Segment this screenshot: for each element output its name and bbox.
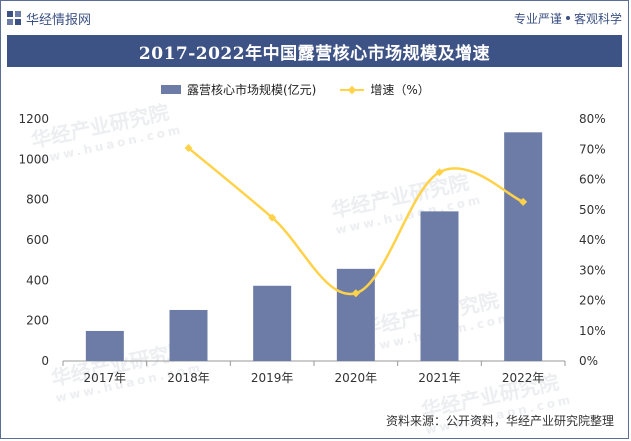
y-right-tick-label: 10% [579, 324, 606, 338]
y-axis-right: 0% 10% 20% 30% 40% 50% 60% 70% 80% [579, 112, 606, 368]
growth-point [184, 144, 193, 153]
brand-logo-icon [7, 11, 21, 25]
y-right-tick-label: 50% [579, 203, 606, 217]
legend-item-bar: 露营核心市场规模(亿元) [161, 81, 316, 98]
slogan-dot-icon [565, 16, 570, 20]
brand: 华经情报网 [7, 9, 91, 28]
x-tick-label: 2019年 [251, 371, 294, 385]
slogan-left: 专业严谨 [513, 11, 562, 26]
y-axis-left: 0 200 400 600 800 1000 1200 [18, 112, 49, 368]
top-bar: 华经情报网 专业严谨 客观科学 [7, 7, 622, 29]
y-right-tick-label: 40% [579, 233, 606, 247]
growth-points [184, 144, 528, 298]
legend-bar-label: 露营核心市场规模(亿元) [187, 83, 317, 97]
y-right-tick-label: 20% [579, 294, 606, 308]
y-right-tick-label: 0% [579, 354, 598, 368]
x-axis: 2017年 2018年 2019年 2020年 2021年 2022年 [62, 361, 566, 385]
brand-name: 华经情报网 [26, 12, 92, 28]
y-left-tick-label: 0 [41, 354, 49, 368]
y-left-tick-label: 1000 [18, 152, 49, 166]
y-left-tick-label: 200 [26, 314, 49, 328]
legend-bar-swatch-icon [161, 85, 181, 94]
bar-series [85, 132, 543, 361]
bar [420, 211, 459, 361]
legend-line-label: 增速（%） [370, 83, 430, 97]
y-right-tick-label: 30% [579, 263, 606, 277]
growth-point [351, 289, 360, 298]
bar [253, 285, 292, 361]
bar [504, 132, 543, 361]
growth-point [519, 197, 528, 206]
slogan: 专业严谨 客观科学 [514, 10, 622, 27]
growth-point [435, 168, 444, 177]
legend-line-swatch-icon [340, 85, 365, 95]
x-tick-label: 2022年 [502, 371, 545, 385]
y-left-tick-label: 800 [26, 193, 49, 207]
x-tick-label: 2017年 [84, 371, 127, 385]
legend-item-line: 增速（%） [340, 81, 430, 98]
chart-title-bar: 2017-2022年中国露营核心市场规模及增速 [7, 35, 622, 67]
bar [169, 309, 208, 361]
x-tick-label: 2020年 [335, 371, 378, 385]
y-left-tick-label: 600 [26, 233, 49, 247]
slogan-right: 客观科学 [573, 11, 622, 26]
x-tick-label: 2021年 [418, 371, 461, 385]
y-left-tick-label: 400 [26, 273, 49, 287]
x-tick-label: 2018年 [167, 371, 210, 385]
chart-legend: 露营核心市场规模(亿元) 增速（%） [161, 81, 454, 98]
chart-title: 2017-2022年中国露营核心市场规模及增速 [138, 43, 491, 64]
bar [85, 330, 124, 361]
growth-point [268, 213, 277, 222]
source-note: 资料来源：公开资料，华经产业研究院整理 [385, 414, 614, 428]
y-right-tick-label: 80% [579, 112, 606, 126]
y-right-tick-label: 70% [579, 142, 606, 156]
y-right-tick-label: 60% [579, 173, 606, 187]
y-left-tick-label: 1200 [18, 112, 49, 126]
